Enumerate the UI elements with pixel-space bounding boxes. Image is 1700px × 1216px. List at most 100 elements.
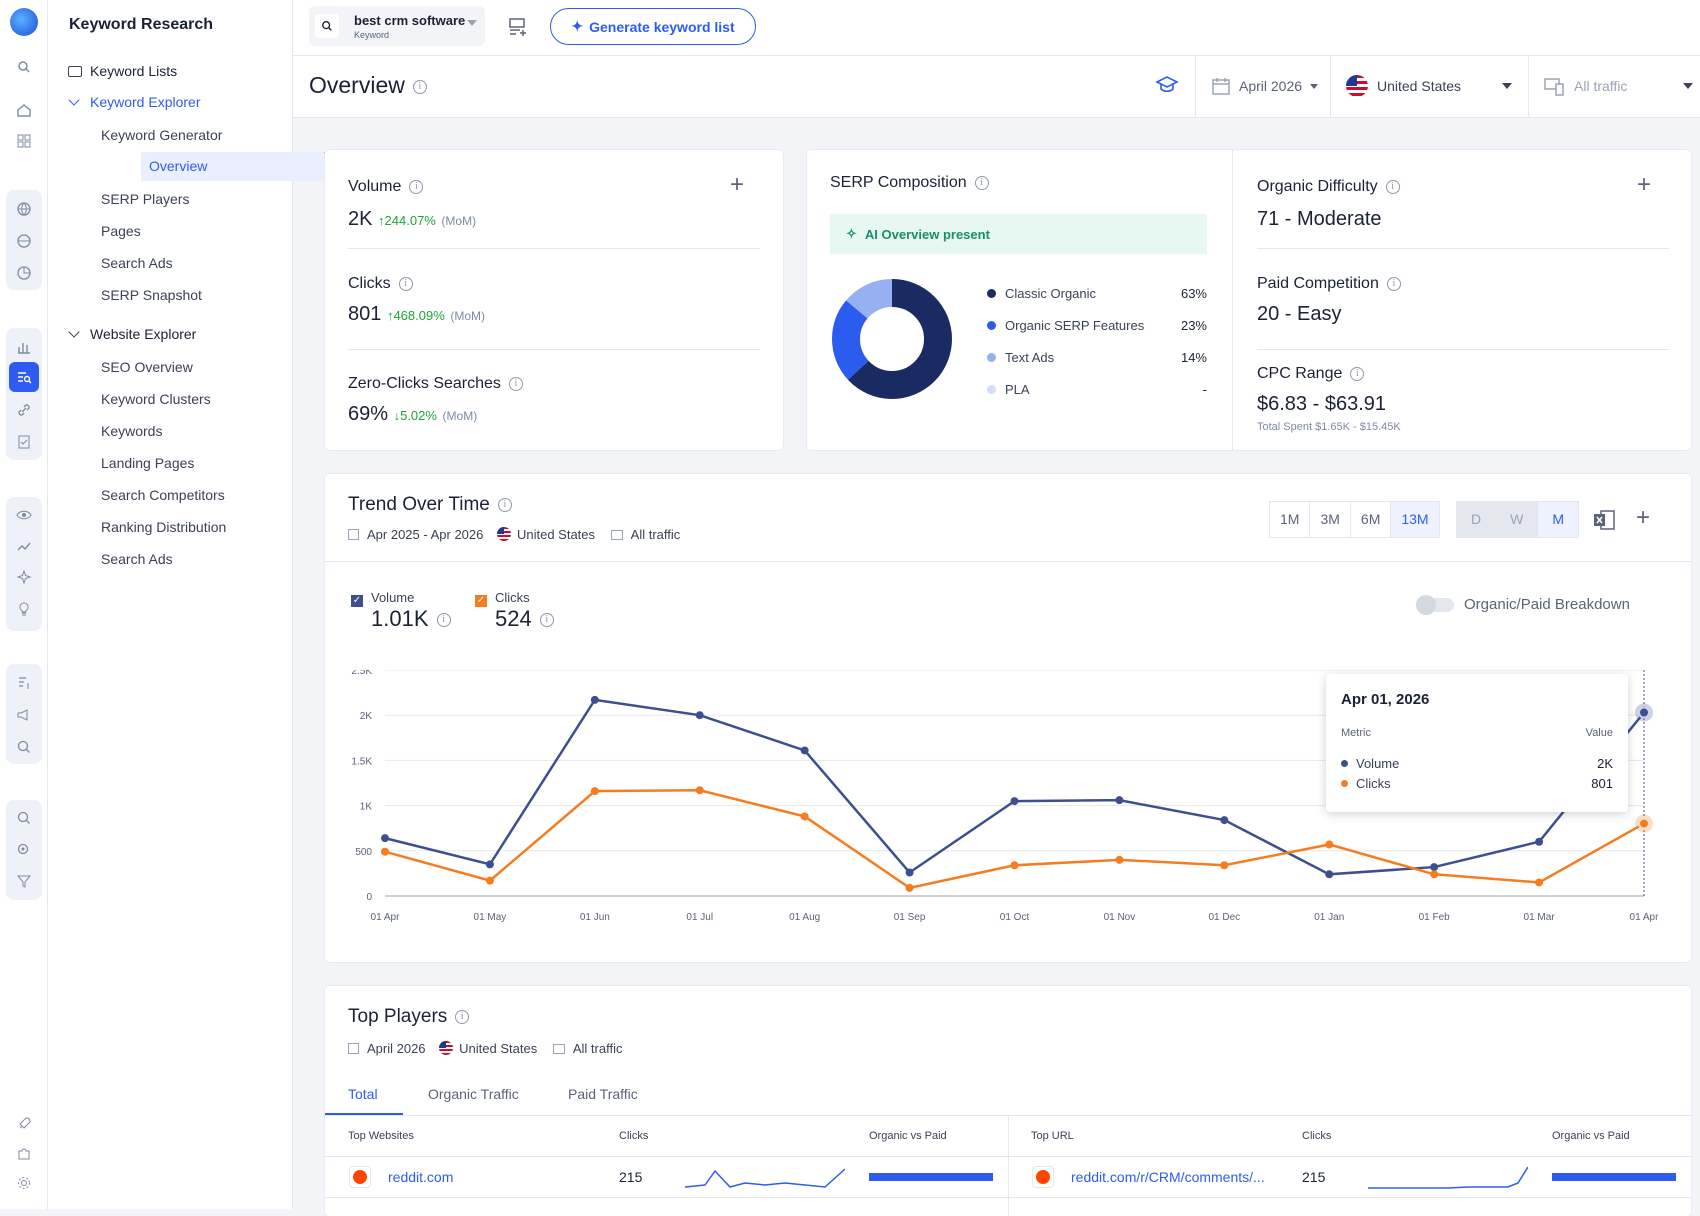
- granularity-selector[interactable]: D W M: [1456, 501, 1580, 538]
- bar-chart-icon[interactable]: [9, 332, 39, 362]
- data-point[interactable]: [1010, 861, 1019, 870]
- url-link[interactable]: reddit.com/r/CRM/comments/...: [1071, 1169, 1265, 1185]
- toggle-switch[interactable]: [1416, 594, 1454, 615]
- info-icon[interactable]: i: [412, 79, 427, 94]
- period-13m[interactable]: 13M: [1391, 502, 1439, 537]
- sidebar-item-search-competitors[interactable]: Search Competitors: [101, 487, 225, 503]
- generate-keyword-list-button[interactable]: ✦ Generate keyword list: [550, 8, 756, 45]
- sidebar-item-ranking-distribution[interactable]: Ranking Distribution: [101, 519, 227, 535]
- data-point[interactable]: [590, 787, 599, 796]
- info-icon[interactable]: i: [436, 613, 451, 628]
- data-point[interactable]: [590, 695, 599, 704]
- info-icon[interactable]: i: [1350, 366, 1365, 381]
- trend-icon[interactable]: [9, 531, 39, 561]
- tab-organic-traffic[interactable]: Organic Traffic: [428, 1086, 519, 1102]
- sidebar-item-search-ads-web[interactable]: Search Ads: [101, 551, 173, 567]
- megaphone-icon[interactable]: [9, 700, 39, 730]
- data-point[interactable]: [1220, 816, 1229, 825]
- sidebar-item-keyword-clusters[interactable]: Keyword Clusters: [101, 391, 211, 407]
- period-selector[interactable]: 1M 3M 6M 13M: [1269, 501, 1440, 538]
- magnify-check-icon[interactable]: [9, 803, 39, 833]
- data-point[interactable]: [905, 868, 914, 877]
- keyword-selector[interactable]: best crm software Keyword: [309, 6, 485, 46]
- lightbulb-icon[interactable]: [9, 594, 39, 624]
- sidebar-item-serp-snapshot[interactable]: SERP Snapshot: [101, 287, 202, 303]
- sidebar-item-keywords[interactable]: Keywords: [101, 423, 163, 439]
- data-point[interactable]: [1638, 706, 1650, 719]
- data-point[interactable]: [1535, 878, 1544, 887]
- organic-paid-toggle[interactable]: Organic/Paid Breakdown: [1416, 594, 1630, 615]
- add-difficulty-button[interactable]: +: [1637, 171, 1652, 198]
- compare-icon[interactable]: [506, 16, 528, 43]
- keyword-research-icon[interactable]: [9, 362, 39, 392]
- info-icon[interactable]: i: [455, 1009, 470, 1024]
- period-1m[interactable]: 1M: [1270, 502, 1311, 537]
- home-icon[interactable]: [9, 95, 39, 125]
- graduation-cap-icon[interactable]: [1155, 74, 1179, 101]
- filter-icon[interactable]: [9, 866, 39, 896]
- volume-legend-toggle[interactable]: ✓ Volume: [351, 590, 415, 607]
- country-selector[interactable]: United States: [1346, 72, 1512, 100]
- date-selector[interactable]: April 2026: [1211, 72, 1321, 100]
- data-point[interactable]: [485, 876, 494, 885]
- period-3m[interactable]: 3M: [1310, 502, 1351, 537]
- sidebar-item-serp-players[interactable]: SERP Players: [101, 191, 190, 207]
- data-point[interactable]: [1638, 817, 1650, 830]
- table-row[interactable]: reddit.com 215: [325, 1157, 1008, 1197]
- traffic-selector[interactable]: All traffic: [1543, 72, 1693, 100]
- website-link[interactable]: reddit.com: [388, 1169, 454, 1185]
- info-icon[interactable]: i: [974, 175, 989, 190]
- data-point[interactable]: [381, 847, 389, 856]
- info-icon[interactable]: i: [409, 179, 424, 194]
- data-point[interactable]: [1220, 861, 1229, 870]
- globe-search-icon[interactable]: [9, 226, 39, 256]
- data-point[interactable]: [381, 834, 389, 843]
- info-icon[interactable]: i: [1386, 276, 1401, 291]
- add-volume-button[interactable]: +: [730, 171, 745, 198]
- data-point[interactable]: [1325, 840, 1334, 849]
- sidebar-item-keyword-generator[interactable]: Keyword Generator: [101, 127, 223, 143]
- data-point[interactable]: [1325, 870, 1334, 879]
- period-6m[interactable]: 6M: [1351, 502, 1392, 537]
- checklist-icon[interactable]: [9, 427, 39, 457]
- data-point[interactable]: [1115, 796, 1124, 805]
- sidebar-item-pages[interactable]: Pages: [101, 223, 141, 239]
- globe-icon[interactable]: [9, 194, 39, 224]
- settings-icon[interactable]: [9, 1168, 39, 1198]
- data-point[interactable]: [800, 812, 809, 821]
- data-point[interactable]: [695, 711, 704, 720]
- sidebar-item-keyword-lists[interactable]: Keyword Lists: [68, 63, 177, 79]
- info-icon[interactable]: i: [539, 613, 554, 628]
- excel-export-icon[interactable]: [1592, 508, 1616, 537]
- magnify-target-icon[interactable]: [9, 835, 39, 865]
- info-icon[interactable]: i: [508, 376, 523, 391]
- tab-total[interactable]: Total: [348, 1086, 378, 1102]
- info-icon[interactable]: i: [1385, 179, 1400, 194]
- document-dollar-icon[interactable]: [9, 668, 39, 698]
- granularity-m[interactable]: M: [1538, 502, 1579, 537]
- rocket-icon[interactable]: [9, 1109, 39, 1139]
- puzzle-icon[interactable]: [9, 1139, 39, 1169]
- data-point[interactable]: [1115, 855, 1124, 864]
- data-point[interactable]: [1430, 863, 1439, 872]
- pie-chart-icon[interactable]: [9, 258, 39, 288]
- clicks-legend-toggle[interactable]: ✓ Clicks: [475, 590, 530, 607]
- sidebar-item-landing-pages[interactable]: Landing Pages: [101, 455, 195, 471]
- sidebar-item-keyword-explorer[interactable]: Keyword Explorer: [68, 94, 201, 110]
- granularity-w[interactable]: W: [1496, 502, 1539, 537]
- info-icon[interactable]: i: [398, 276, 413, 291]
- add-trend-button[interactable]: +: [1636, 504, 1651, 531]
- data-point[interactable]: [905, 883, 914, 892]
- granularity-d[interactable]: D: [1457, 502, 1497, 537]
- tab-paid-traffic[interactable]: Paid Traffic: [568, 1086, 638, 1102]
- data-point[interactable]: [800, 746, 809, 755]
- search-ads-icon[interactable]: [9, 732, 39, 762]
- data-point[interactable]: [1535, 837, 1544, 846]
- eye-icon[interactable]: [9, 500, 39, 530]
- apps-icon[interactable]: [9, 126, 39, 156]
- table-row[interactable]: reddit.com/r/CRM/comments/... 215: [1009, 1157, 1691, 1197]
- data-point[interactable]: [695, 786, 704, 795]
- search-icon[interactable]: [9, 52, 39, 82]
- data-point[interactable]: [1010, 797, 1019, 806]
- sidebar-item-overview[interactable]: Overview: [141, 152, 327, 181]
